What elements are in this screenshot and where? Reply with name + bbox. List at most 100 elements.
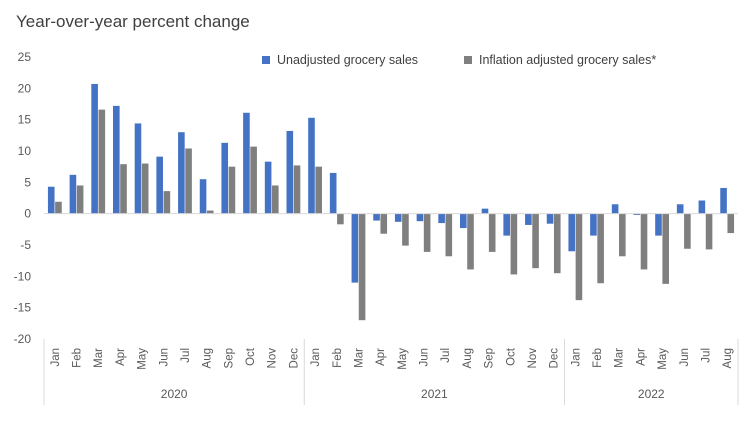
bar-inflation-adjusted — [705, 213, 713, 250]
x-tick-label: May — [397, 348, 409, 370]
bar-unadjusted — [351, 213, 359, 283]
bar-inflation-adjusted — [250, 146, 257, 214]
bar-unadjusted — [416, 213, 424, 222]
bar-unadjusted — [91, 83, 98, 214]
y-tick-label: -15 — [14, 301, 32, 315]
y-tick-label: -5 — [20, 238, 31, 252]
x-tick-label: Jul — [440, 348, 452, 363]
bar-inflation-adjusted — [445, 213, 453, 257]
x-tick-label: Jan — [310, 348, 322, 367]
bar-inflation-adjusted — [206, 210, 214, 214]
x-tick-label: May — [137, 348, 149, 370]
x-tick-label: Sep — [484, 348, 496, 368]
year-group-label: 2021 — [421, 387, 448, 401]
y-tick-label: 15 — [18, 113, 32, 127]
x-tick-label: Jan — [50, 348, 62, 367]
bar-inflation-adjusted — [163, 191, 171, 214]
bar-inflation-adjusted — [619, 213, 626, 257]
bar-inflation-adjusted — [55, 201, 62, 214]
bar-inflation-adjusted — [532, 213, 539, 269]
bar-inflation-adjusted — [185, 148, 192, 214]
y-tick-label: 0 — [24, 207, 31, 221]
bar-unadjusted — [286, 130, 294, 214]
bar-unadjusted — [329, 172, 337, 214]
bar-inflation-adjusted — [684, 213, 691, 249]
y-tick-label: 25 — [18, 50, 32, 64]
bar-inflation-adjusted — [423, 213, 431, 252]
x-tick-label: Feb — [332, 348, 344, 368]
bar-unadjusted — [243, 112, 250, 214]
y-tick-label: -10 — [14, 269, 32, 283]
x-tick-label: Aug — [462, 348, 474, 368]
bar-inflation-adjusted — [402, 213, 409, 246]
x-tick-label: Apr — [635, 348, 647, 366]
y-tick-label: 10 — [18, 144, 32, 158]
bar-inflation-adjusted — [510, 213, 518, 275]
legend-item-unadjusted: Unadjusted grocery sales — [262, 53, 418, 67]
year-group-label: 2020 — [161, 387, 188, 401]
bar-unadjusted — [546, 213, 554, 224]
bar-unadjusted — [481, 208, 489, 214]
bar-inflation-adjusted — [575, 213, 583, 301]
bar-unadjusted — [676, 204, 684, 214]
bar-unadjusted — [134, 123, 142, 214]
bar-inflation-adjusted — [640, 213, 648, 270]
x-tick-label: Mar — [353, 348, 365, 368]
bar-unadjusted — [47, 186, 55, 214]
bar-inflation-adjusted — [228, 166, 236, 214]
x-tick-label: Feb — [72, 348, 84, 368]
x-tick-label: Feb — [592, 348, 604, 368]
bar-unadjusted — [308, 117, 315, 214]
bar-unadjusted — [373, 213, 380, 221]
x-tick-label: May — [657, 348, 669, 370]
x-tick-label: Jun — [419, 348, 431, 367]
bar-inflation-adjusted — [727, 213, 735, 234]
x-tick-label: Apr — [375, 348, 387, 366]
bar-inflation-adjusted — [141, 163, 149, 214]
x-tick-label: Dec — [288, 348, 300, 369]
bar-unadjusted — [264, 161, 272, 214]
x-tick-label: Jan — [570, 348, 582, 367]
x-tick-label: Sep — [223, 348, 235, 368]
bar-inflation-adjusted — [76, 185, 84, 214]
bar-unadjusted — [394, 213, 402, 222]
bar-inflation-adjusted — [553, 213, 561, 274]
x-tick-label: Mar — [93, 348, 105, 368]
y-axis-title: Year-over-year percent change — [16, 12, 250, 31]
x-tick-label: Nov — [267, 348, 279, 369]
x-tick-label: Mar — [614, 348, 626, 368]
bar-unadjusted — [199, 179, 207, 214]
x-tick-label: Aug — [722, 348, 734, 368]
bar-inflation-adjusted — [120, 164, 127, 214]
bar-inflation-adjusted — [597, 213, 604, 284]
bar-inflation-adjusted — [315, 166, 322, 214]
bar-unadjusted — [438, 213, 445, 224]
bar-unadjusted — [525, 213, 532, 225]
bar-unadjusted — [633, 213, 641, 215]
bar-unadjusted — [611, 204, 619, 214]
bar-unadjusted — [69, 174, 77, 214]
bar-inflation-adjusted — [358, 213, 366, 321]
x-tick-label: Jul — [180, 348, 192, 363]
bar-inflation-adjusted — [662, 213, 669, 284]
y-tick-label: 20 — [18, 81, 32, 95]
bar-unadjusted — [156, 156, 163, 214]
x-tick-label: Jun — [679, 348, 691, 367]
x-tick-label: Nov — [527, 348, 539, 369]
x-tick-label: Dec — [549, 348, 561, 369]
bar-unadjusted — [720, 187, 727, 214]
y-tick-label: 5 — [24, 175, 31, 189]
bar-unadjusted — [113, 105, 120, 214]
bar-unadjusted — [655, 213, 662, 236]
x-tick-label: Oct — [505, 347, 517, 366]
bar-inflation-adjusted — [467, 213, 474, 270]
x-tick-label: Aug — [202, 348, 214, 368]
legend-swatch-inflation-adjusted — [464, 56, 472, 64]
bar-unadjusted — [221, 142, 229, 214]
bar-unadjusted — [590, 213, 597, 236]
bar-inflation-adjusted — [272, 185, 279, 214]
x-tick-label: Jun — [158, 348, 170, 367]
x-tick-label: Oct — [245, 347, 257, 366]
year-group-label: 2022 — [638, 387, 665, 401]
